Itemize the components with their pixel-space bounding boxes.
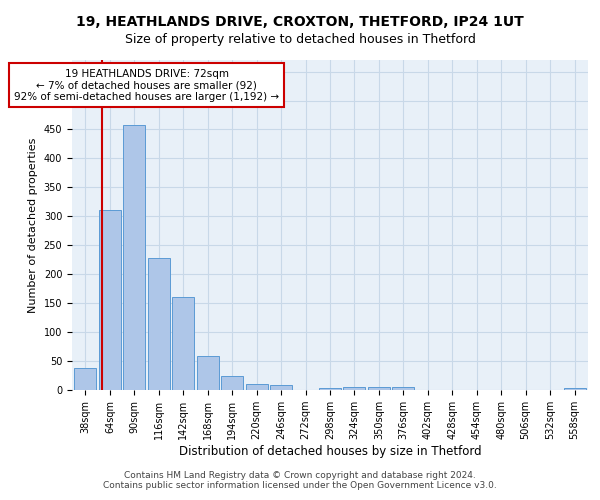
- Bar: [245, 384, 268, 390]
- Bar: [392, 387, 415, 390]
- Bar: [368, 386, 390, 390]
- Bar: [172, 297, 194, 390]
- Text: Contains HM Land Registry data © Crown copyright and database right 2024.
Contai: Contains HM Land Registry data © Crown c…: [103, 470, 497, 490]
- Bar: [563, 388, 586, 390]
- Bar: [124, 126, 145, 390]
- Bar: [74, 368, 97, 390]
- Bar: [319, 388, 341, 390]
- X-axis label: Distribution of detached houses by size in Thetford: Distribution of detached houses by size …: [179, 445, 481, 458]
- Bar: [148, 258, 170, 390]
- Bar: [99, 210, 121, 390]
- Text: 19, HEATHLANDS DRIVE, CROXTON, THETFORD, IP24 1UT: 19, HEATHLANDS DRIVE, CROXTON, THETFORD,…: [76, 15, 524, 29]
- Y-axis label: Number of detached properties: Number of detached properties: [28, 138, 38, 312]
- Bar: [343, 387, 365, 390]
- Bar: [221, 376, 243, 390]
- Text: 19 HEATHLANDS DRIVE: 72sqm
← 7% of detached houses are smaller (92)
92% of semi-: 19 HEATHLANDS DRIVE: 72sqm ← 7% of detac…: [14, 68, 279, 102]
- Bar: [270, 385, 292, 390]
- Bar: [197, 356, 219, 390]
- Text: Size of property relative to detached houses in Thetford: Size of property relative to detached ho…: [125, 32, 475, 46]
